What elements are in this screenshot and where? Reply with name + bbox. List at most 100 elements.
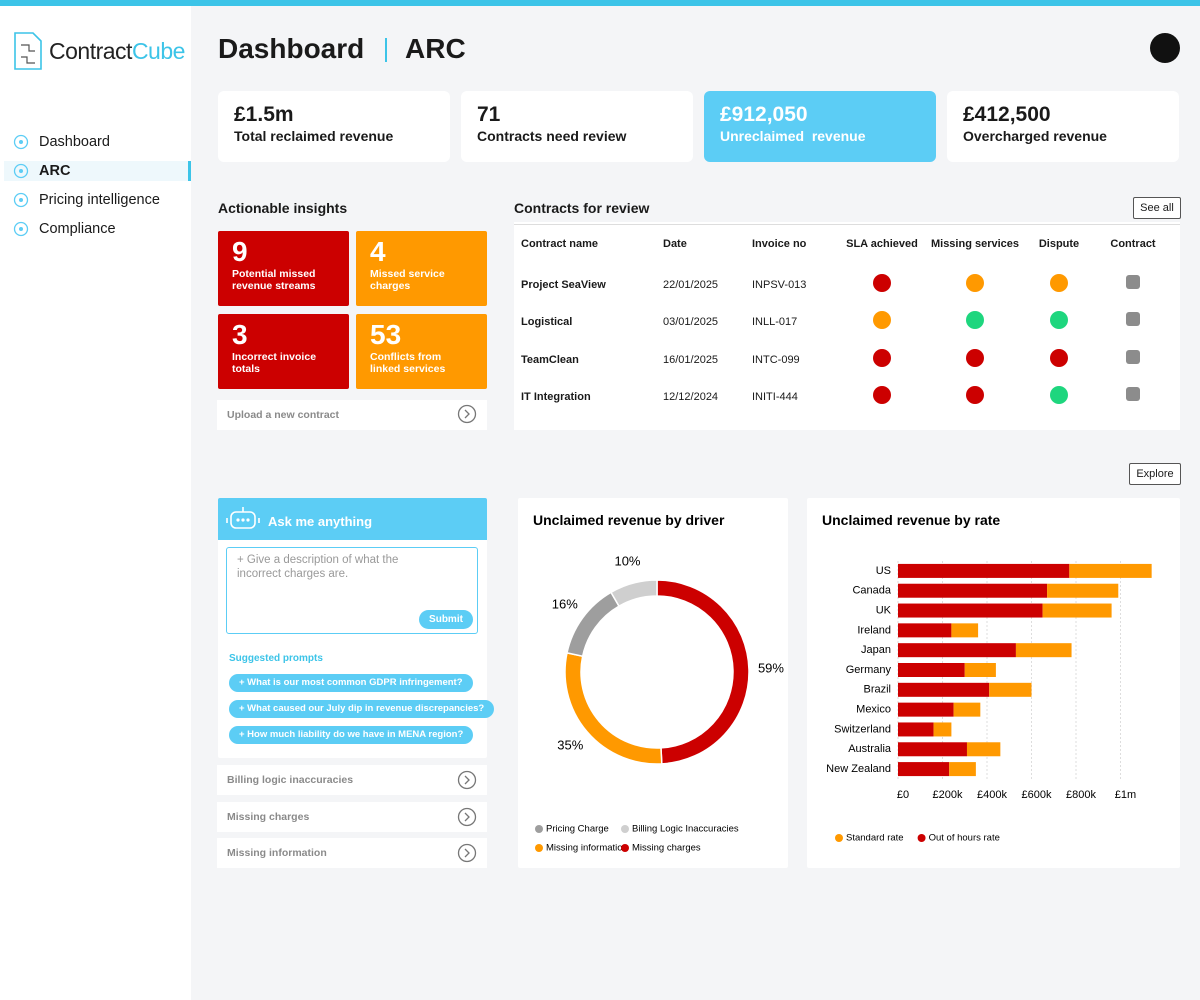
kpi-label: Total reclaimed revenue (234, 128, 394, 144)
insight-label: Missed service charges (370, 268, 445, 292)
kpi-card: £1.5m Total reclaimed revenue (218, 91, 450, 162)
contract-icon[interactable] (1126, 350, 1140, 364)
kpi-label: Overcharged revenue (963, 128, 1107, 144)
nav-icon (13, 134, 29, 150)
donut-label: 35% (557, 737, 583, 752)
y-tick-label: Australia (848, 743, 892, 755)
chevron-icon[interactable] (457, 770, 477, 790)
bar-segment (953, 702, 981, 717)
status-dot (1050, 274, 1068, 292)
contracts-divider (514, 224, 1180, 225)
contract-icon[interactable] (1126, 275, 1140, 289)
legend-swatch (835, 834, 843, 842)
chevron-icon[interactable] (457, 807, 477, 827)
status-dot (966, 386, 984, 404)
bar-segment (898, 663, 965, 677)
insight-value: 9 (232, 236, 248, 267)
status-dot (1050, 349, 1068, 367)
bar-segment (898, 762, 950, 777)
legend-label: Standard rate (846, 833, 904, 844)
accordion[interactable]: Missing charges (217, 801, 487, 832)
contract-name: IT Integration (521, 391, 591, 403)
status-dot (966, 311, 984, 329)
kpi-value: 71 (477, 103, 501, 126)
nav-item[interactable]: Pricing intelligence (4, 190, 188, 210)
legend-label: Missing charges (632, 843, 701, 854)
upload-bar[interactable]: Upload a new contract (217, 400, 487, 430)
insight-value: 53 (370, 319, 402, 350)
bar-segment (898, 702, 954, 717)
kpi-card: £912,050 Unreclaimed revenue (704, 91, 936, 162)
brand-second: Cube (131, 38, 185, 64)
contract-date: 12/12/2024 (663, 391, 719, 403)
contract-date: 03/01/2025 (663, 316, 719, 328)
submit-button[interactable]: Submit (419, 610, 473, 629)
avatar[interactable] (1150, 33, 1180, 63)
bar-segment (933, 722, 952, 737)
contract-icon[interactable] (1126, 387, 1140, 401)
chevron-icon[interactable] (457, 404, 477, 424)
bar-segment (898, 643, 1016, 658)
accordion-title: Missing charges (227, 810, 310, 823)
status-dot (873, 311, 891, 329)
y-tick-label: Canada (852, 585, 891, 597)
legend-swatch (917, 834, 926, 842)
accordion[interactable]: Missing information (217, 838, 487, 868)
nav-icon (13, 221, 29, 237)
chevron-icon[interactable] (457, 843, 477, 863)
nav-item[interactable]: Dashboard (4, 132, 188, 152)
y-tick-label: Germany (846, 664, 892, 676)
nav-icon (13, 192, 29, 208)
title-separator (385, 38, 387, 62)
see-all-button[interactable]: See all (1133, 197, 1181, 219)
accordion-title: Billing logic inaccuracies (227, 774, 354, 786)
column-header: Missing services (930, 238, 1020, 250)
y-tick-label: Ireland (857, 624, 891, 636)
column-header: SLA achieved (846, 238, 918, 250)
contracts-title: Contracts for review (514, 200, 650, 216)
accordion[interactable]: Billing logic inaccuracies (217, 765, 487, 795)
y-tick-label: UK (876, 604, 892, 616)
bar-segment (1069, 563, 1152, 578)
explore-button[interactable]: Explore (1129, 463, 1181, 485)
suggested-prompt[interactable]: + What is our most common GDPR infringem… (229, 674, 473, 692)
contract-invoice: INITI-444 (752, 391, 798, 403)
logo-icon (14, 32, 42, 70)
insight-card: 53 Conflicts from linked services (356, 314, 487, 389)
contracts-panel (514, 222, 1180, 430)
suggested-prompt[interactable]: + What caused our July dip in revenue di… (229, 700, 495, 718)
bar-segment (964, 663, 996, 677)
y-tick-label: Japan (861, 644, 891, 656)
sidebar: ContractCube Dashboard ARC Pricing intelli… (0, 6, 191, 1000)
nav-label: Compliance (39, 221, 116, 237)
contract-invoice: INTC-099 (752, 354, 800, 366)
y-tick-label: New Zealand (826, 763, 891, 775)
kpi-card: £412,500 Overcharged revenue (947, 91, 1179, 162)
donut-label: 16% (552, 596, 578, 611)
status-dot (1050, 386, 1068, 404)
bar-segment (898, 722, 934, 737)
page-title: Dashboard (218, 33, 365, 64)
nav-item[interactable]: Compliance (4, 219, 188, 239)
nav-item[interactable]: ARC (4, 161, 191, 181)
robot-icon (226, 507, 260, 529)
prompt-input[interactable]: + Give a description of what the incorre… (226, 547, 478, 634)
contract-icon[interactable] (1126, 312, 1140, 326)
column-header: Contract name (521, 238, 599, 250)
insight-card: 4 Missed service charges (356, 231, 487, 306)
nav-label: Dashboard (39, 134, 110, 150)
legend-swatch (621, 844, 629, 852)
legend-swatch (535, 844, 543, 852)
y-tick-label: Mexico (856, 704, 891, 716)
kpi-label: Contracts need review (477, 128, 627, 144)
legend-label: Missing information (546, 843, 628, 854)
insight-card: 9 Potential missed revenue streams (218, 231, 349, 306)
status-dot (873, 274, 891, 292)
legend-label: Pricing Charge (546, 824, 609, 835)
kpi-label: Unreclaimed revenue (720, 128, 866, 144)
suggested-prompt[interactable]: + How much liability do we have in MENA … (229, 726, 474, 744)
status-dot (873, 386, 891, 404)
x-tick-label: £600k (1022, 789, 1052, 801)
chart-title: Unclaimed revenue by driver (533, 512, 725, 528)
